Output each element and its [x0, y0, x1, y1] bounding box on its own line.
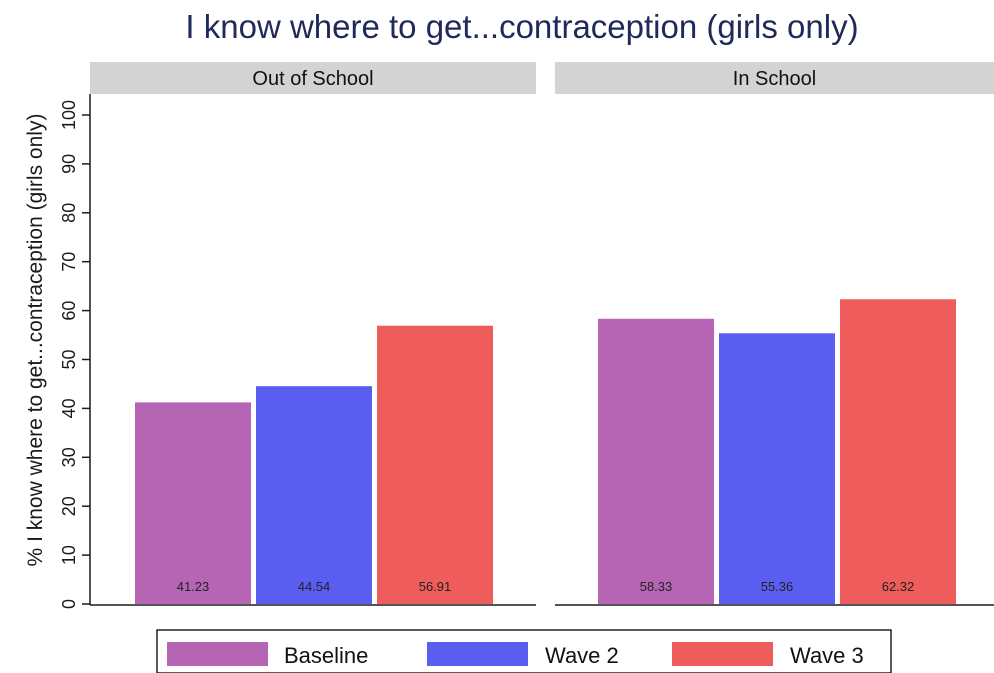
- legend-label: Baseline: [284, 643, 368, 668]
- legend-swatch: [167, 642, 268, 666]
- y-tick-label: 60: [59, 301, 79, 321]
- panel-strip: [555, 62, 994, 94]
- legend: Baseline Wave 2 Wave 3: [156, 629, 892, 673]
- y-tick-label: 20: [59, 496, 79, 516]
- panel-strip-label: Out of School: [252, 68, 373, 90]
- y-axis-label: % I know where to get...contraception (g…: [24, 114, 47, 567]
- legend-label: Wave 2: [545, 643, 619, 668]
- legend-swatch: [427, 642, 528, 666]
- bar-wave-2: [256, 386, 372, 604]
- bar-wave-3: [840, 299, 956, 604]
- y-tick-label: 80: [59, 203, 79, 223]
- panel-in-school: In School 58.33 55.36 62.32: [555, 62, 994, 606]
- y-tick-label: 90: [59, 154, 79, 174]
- panels: Out of School 41.23 44.54 56.91 In School 58.…: [90, 62, 994, 606]
- bar-value-label: 62.32: [882, 579, 915, 594]
- legend-swatch: [672, 642, 773, 666]
- legend-item-baseline: Baseline: [167, 642, 368, 668]
- legend-item-wave-3: Wave 3: [672, 642, 864, 668]
- y-tick-label: 100: [59, 100, 79, 130]
- bar-value-label: 56.91: [419, 579, 452, 594]
- y-tick-label: 40: [59, 398, 79, 418]
- y-tick-label: 0: [59, 599, 79, 609]
- y-tick-label: 50: [59, 349, 79, 369]
- y-tick-label: 30: [59, 447, 79, 467]
- bar-value-label: 41.23: [177, 579, 210, 594]
- panel-strip: [90, 62, 536, 94]
- bar-baseline: [135, 402, 251, 604]
- y-tick-label: 10: [59, 545, 79, 565]
- legend-label: Wave 3: [790, 643, 864, 668]
- chart-title: I know where to get...contraception (gir…: [185, 8, 858, 45]
- panel-strip-label: In School: [733, 68, 816, 90]
- bar-baseline: [598, 318, 714, 604]
- panel-out-of-school: Out of School 41.23 44.54 56.91: [90, 62, 536, 606]
- bar-value-label: 55.36: [761, 579, 794, 594]
- y-tick-label: 70: [59, 252, 79, 272]
- bar-value-label: 44.54: [298, 579, 331, 594]
- bar-value-label: 58.33: [640, 579, 673, 594]
- legend-item-wave-2: Wave 2: [427, 642, 619, 668]
- y-axis: 0 10 20 30 40 50 60 70 80 90 100: [59, 94, 91, 609]
- bar-wave-3: [377, 325, 493, 604]
- bar-wave-2: [719, 333, 835, 604]
